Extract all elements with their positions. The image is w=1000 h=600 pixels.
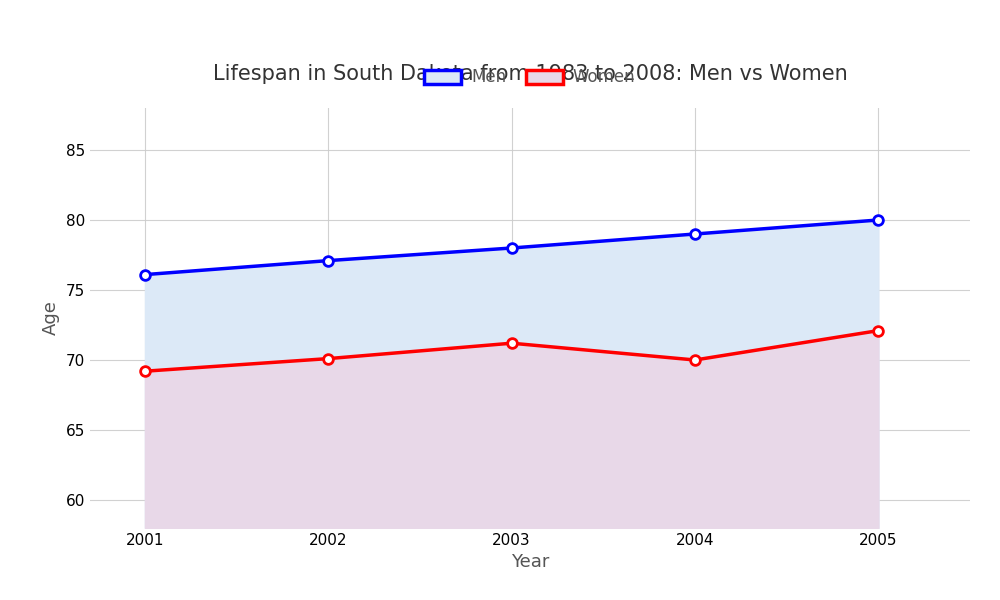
X-axis label: Year: Year	[511, 553, 549, 571]
Y-axis label: Age: Age	[42, 301, 60, 335]
Title: Lifespan in South Dakota from 1983 to 2008: Men vs Women: Lifespan in South Dakota from 1983 to 20…	[213, 64, 847, 84]
Legend: Men, Women: Men, Women	[418, 62, 642, 93]
